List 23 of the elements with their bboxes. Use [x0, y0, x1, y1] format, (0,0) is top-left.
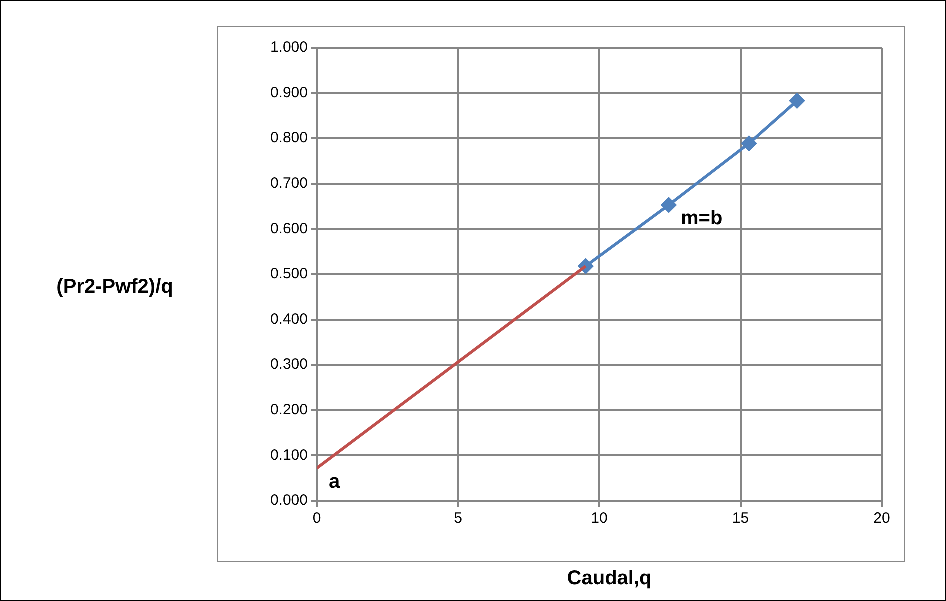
x-tick-label: 5	[454, 510, 462, 528]
y-tick-label: 1.000	[270, 39, 308, 56]
y-tick-label: 0.200	[270, 402, 308, 419]
y-tick-label: 0.300	[270, 356, 308, 374]
y-axis-title: (Pr2-Pwf2)/q	[56, 276, 174, 298]
x-tick-label: 0	[312, 510, 322, 528]
annotation: m=b	[680, 208, 723, 230]
point	[742, 136, 757, 152]
y-tick-label: 0.400	[270, 310, 308, 328]
y-tick-label: 0.800	[270, 130, 308, 147]
x-tick-label: 10	[591, 510, 608, 528]
point	[661, 198, 676, 213]
x-tick-label: 20	[874, 510, 890, 528]
y-tick-label: 0.100	[270, 446, 308, 464]
y-tick-label: 0.700	[270, 175, 308, 192]
x-tick-label: 15	[732, 510, 750, 528]
y-tick-label: 0.600	[270, 220, 308, 238]
annotation: a	[329, 470, 341, 493]
x-axis-title: Caudal,q	[567, 568, 652, 590]
y-tick-label: 0.000	[270, 492, 308, 510]
y-tick-label: 0.900	[270, 84, 308, 102]
y-tick-label: 0.500	[270, 266, 308, 283]
point	[790, 94, 805, 108]
